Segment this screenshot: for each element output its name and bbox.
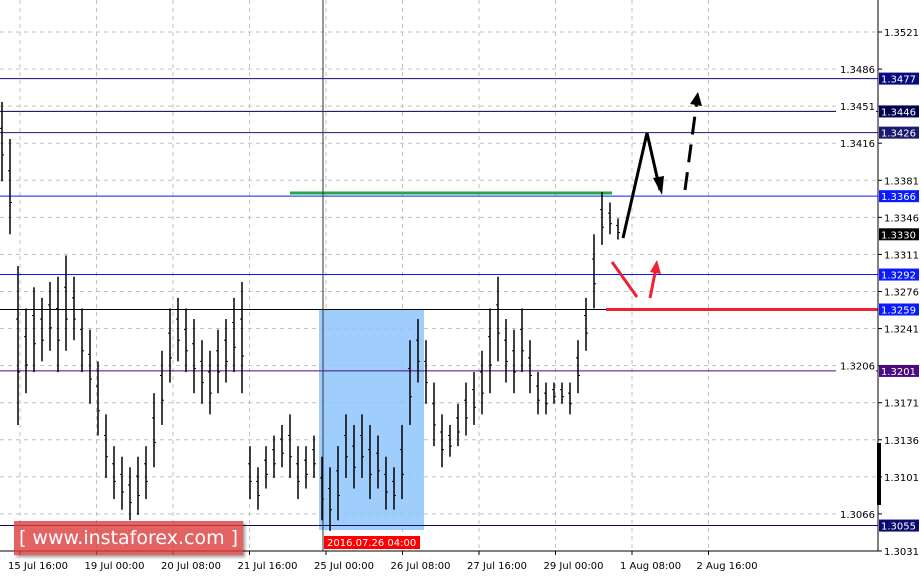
y-tick-label: 1.3311 <box>884 250 919 261</box>
x-tick-label: 15 Jul 16:00 <box>8 561 68 572</box>
y-tick-label-bg <box>836 100 876 113</box>
x-tick-label: 27 Jul 16:00 <box>467 561 527 572</box>
dashed-forecast-arrow <box>683 99 699 191</box>
current-price-label-bg <box>879 228 919 241</box>
y-tick-label: 1.3241 <box>884 325 919 336</box>
level-price-label-bg <box>879 268 919 281</box>
volume-marker <box>877 443 881 505</box>
x-tick-label: 25 Jul 00:00 <box>314 561 374 572</box>
y-tick-label: 1.3276 <box>884 287 919 298</box>
arrowhead-icon <box>650 260 661 274</box>
level-price-label-bg <box>879 190 919 203</box>
level-price-label: 1.3055 <box>881 522 916 533</box>
level-price-label-bg <box>879 105 919 118</box>
highlight-zone <box>319 310 424 530</box>
level-price-label: 1.3259 <box>881 305 916 316</box>
y-tick-label-bg <box>836 63 876 76</box>
y-tick-label: 1.3136 <box>884 436 919 447</box>
x-tick-label: 19 Jul 00:00 <box>85 561 145 572</box>
y-tick-label: 1.3206 <box>840 362 875 373</box>
level-price-label-bg <box>879 126 919 139</box>
level-price-label-bg <box>879 364 919 377</box>
y-tick-label-bg <box>836 137 876 150</box>
x-tick-label: 2 Aug 16:00 <box>697 561 758 572</box>
level-price-label: 1.3477 <box>881 75 916 86</box>
red-forecast-arrow-up <box>648 267 658 299</box>
arrowhead-icon <box>690 92 702 106</box>
y-tick-label: 1.3416 <box>840 139 875 150</box>
y-tick-label-bg <box>836 359 876 372</box>
level-price-label: 1.3292 <box>881 271 916 282</box>
y-tick-label: 1.3171 <box>884 399 919 410</box>
y-tick-label: 1.3451 <box>840 102 875 113</box>
x-tick-label: 20 Jul 08:00 <box>161 561 221 572</box>
crosshair-time-label-bg <box>324 536 420 549</box>
level-price-label: 1.3426 <box>881 129 916 140</box>
level-price-label-bg <box>879 72 919 85</box>
level-price-label-bg <box>879 519 919 532</box>
red-forecast-arrow <box>610 261 639 298</box>
level-price-label: 1.3446 <box>881 107 916 118</box>
x-tick-label: 1 Aug 08:00 <box>620 561 681 572</box>
watermark-logo: [ www.instaforex.com ] <box>14 521 243 555</box>
y-tick-label: 1.3381 <box>884 176 919 187</box>
y-tick-label: 1.3031 <box>884 547 919 558</box>
y-tick-label: 1.3486 <box>840 65 875 76</box>
y-tick-label: 1.3346 <box>884 213 919 224</box>
black-forecast-arrow <box>621 132 662 239</box>
y-tick-label-bg <box>836 507 876 520</box>
x-tick-label: 26 Jul 08:00 <box>391 561 451 572</box>
x-tick-label: 29 Jul 00:00 <box>544 561 604 572</box>
x-tick-label: 21 Jul 16:00 <box>238 561 298 572</box>
y-tick-label: 1.3101 <box>884 473 919 484</box>
level-price-label: 1.3201 <box>881 367 916 378</box>
arrowhead-icon <box>653 176 664 195</box>
y-tick-label: 1.3521 <box>884 28 919 39</box>
y-tick-label: 1.3066 <box>840 510 875 521</box>
crosshair-time-label: 2016.07.26 04:00 <box>327 538 416 549</box>
current-price-label: 1.3330 <box>881 230 916 241</box>
level-price-label-bg <box>879 303 919 316</box>
level-price-label: 1.3366 <box>881 192 916 203</box>
